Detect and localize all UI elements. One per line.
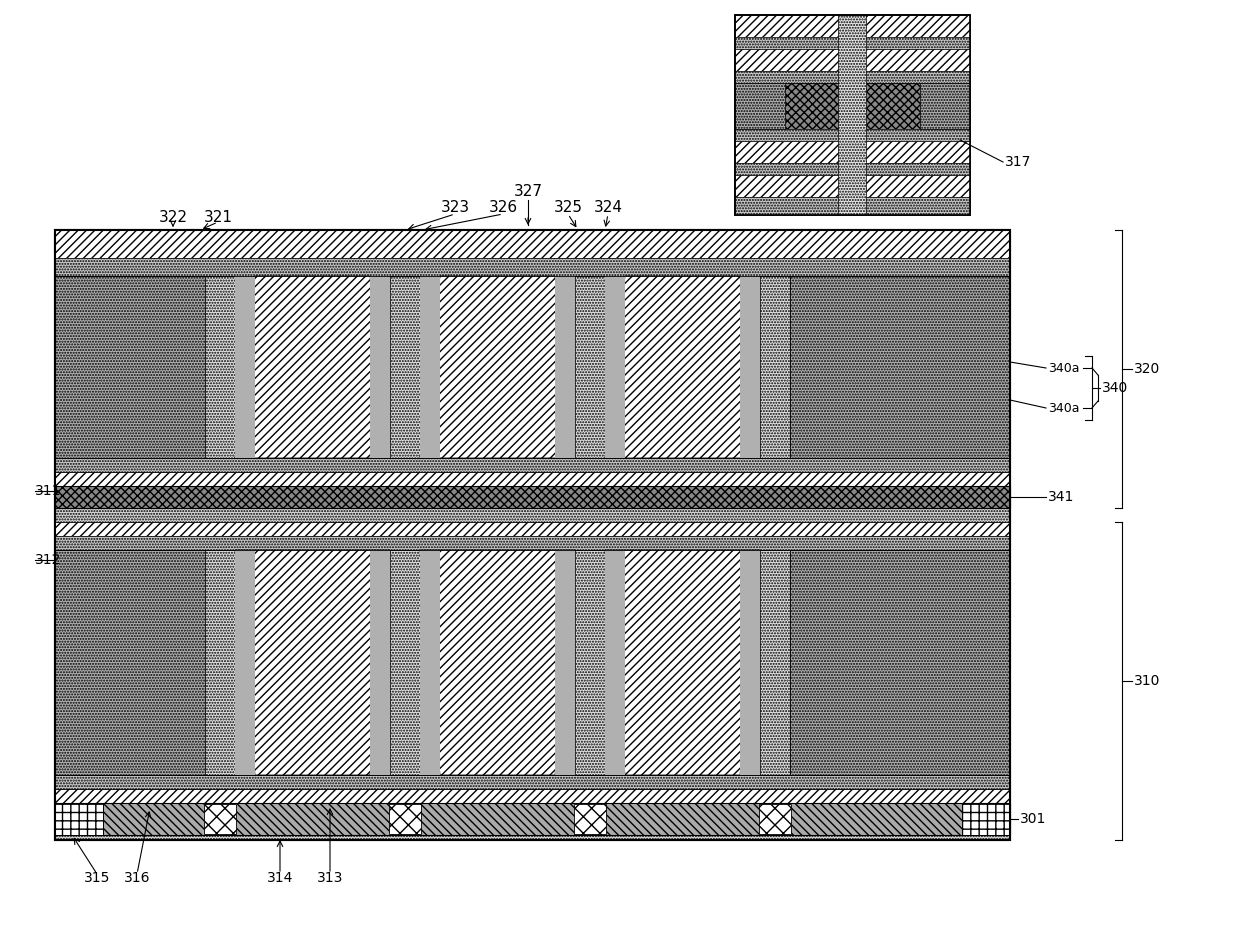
Bar <box>236 550 255 775</box>
Bar <box>735 15 970 215</box>
Bar <box>236 276 255 458</box>
Bar <box>735 71 970 83</box>
Bar <box>735 37 970 49</box>
Bar <box>55 486 1011 508</box>
Text: 314: 314 <box>267 871 293 885</box>
Text: 311: 311 <box>35 484 62 498</box>
Bar <box>962 803 1011 835</box>
Bar <box>735 15 970 37</box>
Bar <box>790 276 1011 458</box>
Text: 316: 316 <box>124 871 150 885</box>
Bar <box>370 276 391 458</box>
Bar <box>55 803 103 835</box>
Text: 320: 320 <box>1135 362 1161 376</box>
Text: 327: 327 <box>513 184 543 200</box>
Bar <box>389 804 422 834</box>
Bar <box>556 550 575 775</box>
Text: 324: 324 <box>594 201 622 216</box>
Bar <box>735 163 970 175</box>
Text: 325: 325 <box>553 201 583 216</box>
Bar <box>55 536 1011 550</box>
Bar <box>55 775 1011 789</box>
Text: 340: 340 <box>1102 381 1128 395</box>
Bar <box>55 472 1011 486</box>
Bar <box>575 550 605 775</box>
Bar <box>55 550 205 775</box>
Bar <box>735 129 970 141</box>
Bar <box>370 550 391 775</box>
Bar <box>55 458 1011 472</box>
Bar <box>760 276 790 458</box>
Bar <box>205 804 236 834</box>
Bar <box>420 550 440 775</box>
Text: 310: 310 <box>1135 674 1161 688</box>
Bar <box>55 835 1011 840</box>
Text: 341: 341 <box>1048 490 1074 504</box>
Text: 315: 315 <box>84 871 110 885</box>
Text: 323: 323 <box>440 201 470 216</box>
Bar <box>55 230 1011 258</box>
Polygon shape <box>236 550 391 775</box>
Bar <box>735 83 785 129</box>
Bar <box>740 276 760 458</box>
Bar <box>55 803 1011 835</box>
Bar <box>759 804 791 834</box>
Text: 340a: 340a <box>1048 362 1080 375</box>
Bar <box>760 550 790 775</box>
Polygon shape <box>420 550 575 775</box>
Text: 313: 313 <box>316 871 343 885</box>
Bar <box>556 276 575 458</box>
Bar <box>55 230 1011 840</box>
Text: 326: 326 <box>489 201 517 216</box>
Polygon shape <box>420 276 575 458</box>
Bar <box>735 15 970 215</box>
Bar <box>735 83 970 129</box>
Bar <box>790 550 1011 775</box>
Bar <box>55 258 1011 276</box>
Bar <box>735 197 970 215</box>
Polygon shape <box>236 276 391 458</box>
Bar <box>574 804 606 834</box>
Bar <box>575 276 605 458</box>
Bar <box>838 15 866 215</box>
Bar <box>391 276 420 458</box>
Text: 321: 321 <box>203 211 233 226</box>
Text: 340a: 340a <box>1048 401 1080 414</box>
Bar <box>735 141 970 163</box>
Bar <box>391 550 420 775</box>
Text: 317: 317 <box>1004 155 1032 169</box>
Bar <box>920 83 970 129</box>
Text: 301: 301 <box>1021 812 1047 826</box>
Bar <box>735 175 970 197</box>
Bar <box>55 789 1011 803</box>
Bar <box>55 522 1011 536</box>
Bar <box>605 550 625 775</box>
Bar <box>605 276 625 458</box>
Text: 322: 322 <box>159 211 187 226</box>
Bar <box>205 550 236 775</box>
Polygon shape <box>605 550 760 775</box>
Bar <box>735 49 970 71</box>
Text: 312: 312 <box>35 553 61 567</box>
Bar <box>55 276 205 458</box>
Bar <box>740 550 760 775</box>
Bar <box>55 230 1011 840</box>
Bar <box>205 276 236 458</box>
Bar <box>420 276 440 458</box>
Polygon shape <box>605 276 760 458</box>
